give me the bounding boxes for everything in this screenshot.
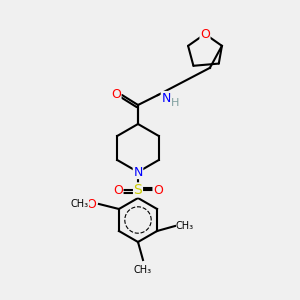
Text: O: O [113, 184, 123, 196]
Text: CH₃: CH₃ [134, 265, 152, 275]
Text: CH₃: CH₃ [71, 199, 89, 209]
Text: CH₃: CH₃ [176, 221, 194, 231]
Text: H: H [171, 98, 179, 108]
Text: N: N [133, 166, 143, 178]
Text: O: O [200, 28, 210, 40]
Text: O: O [86, 197, 96, 211]
Text: O: O [111, 88, 121, 101]
Text: O: O [153, 184, 163, 196]
Text: N: N [161, 92, 171, 104]
Text: S: S [134, 183, 142, 197]
